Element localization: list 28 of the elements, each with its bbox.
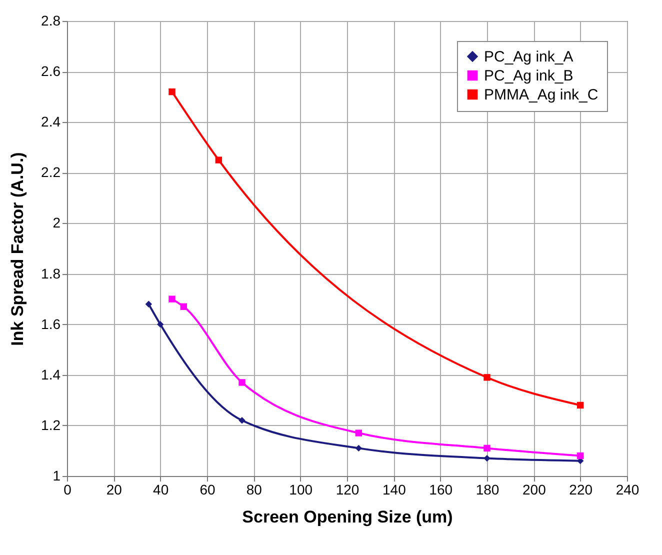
x-tick-label: 160	[429, 482, 453, 498]
x-tick-label: 240	[616, 482, 640, 498]
x-tick-label: 0	[64, 482, 72, 498]
y-axis-title: Ink Spread Factor (A.U.)	[8, 152, 28, 346]
legend-label: PC_Ag ink_B	[484, 68, 574, 84]
legend-label: PC_Ag ink_A	[484, 48, 574, 66]
x-tick-label: 100	[289, 482, 313, 498]
y-tick-label: 2.4	[41, 114, 61, 130]
x-tick-label: 200	[522, 482, 546, 498]
y-tick-label: 2	[52, 214, 61, 231]
x-tick-label: 120	[336, 482, 360, 498]
legend-label: PMMA_Ag ink_C	[484, 86, 598, 104]
y-tick-label: 1.8	[41, 265, 61, 282]
x-tick-label: 80	[246, 482, 262, 498]
x-tick-label: 20	[106, 482, 122, 498]
y-tick-label: 1.2	[41, 416, 61, 433]
y-tick-label: 2.2	[41, 164, 61, 180]
x-tick-label: 180	[476, 482, 500, 498]
y-tick-label: 2.6	[41, 63, 61, 80]
y-tick-label: 1.4	[41, 366, 61, 382]
y-tick-label: 1.6	[41, 316, 61, 332]
x-tick-label: 60	[200, 482, 216, 498]
x-tick-label: 140	[382, 482, 406, 498]
x-axis-title: Screen Opening Size (um)	[242, 508, 453, 526]
y-tick-label: 1	[52, 468, 61, 484]
x-tick-label: 40	[153, 482, 169, 498]
y-tick-label: 2.8	[41, 12, 61, 28]
x-tick-label: 220	[569, 482, 593, 498]
